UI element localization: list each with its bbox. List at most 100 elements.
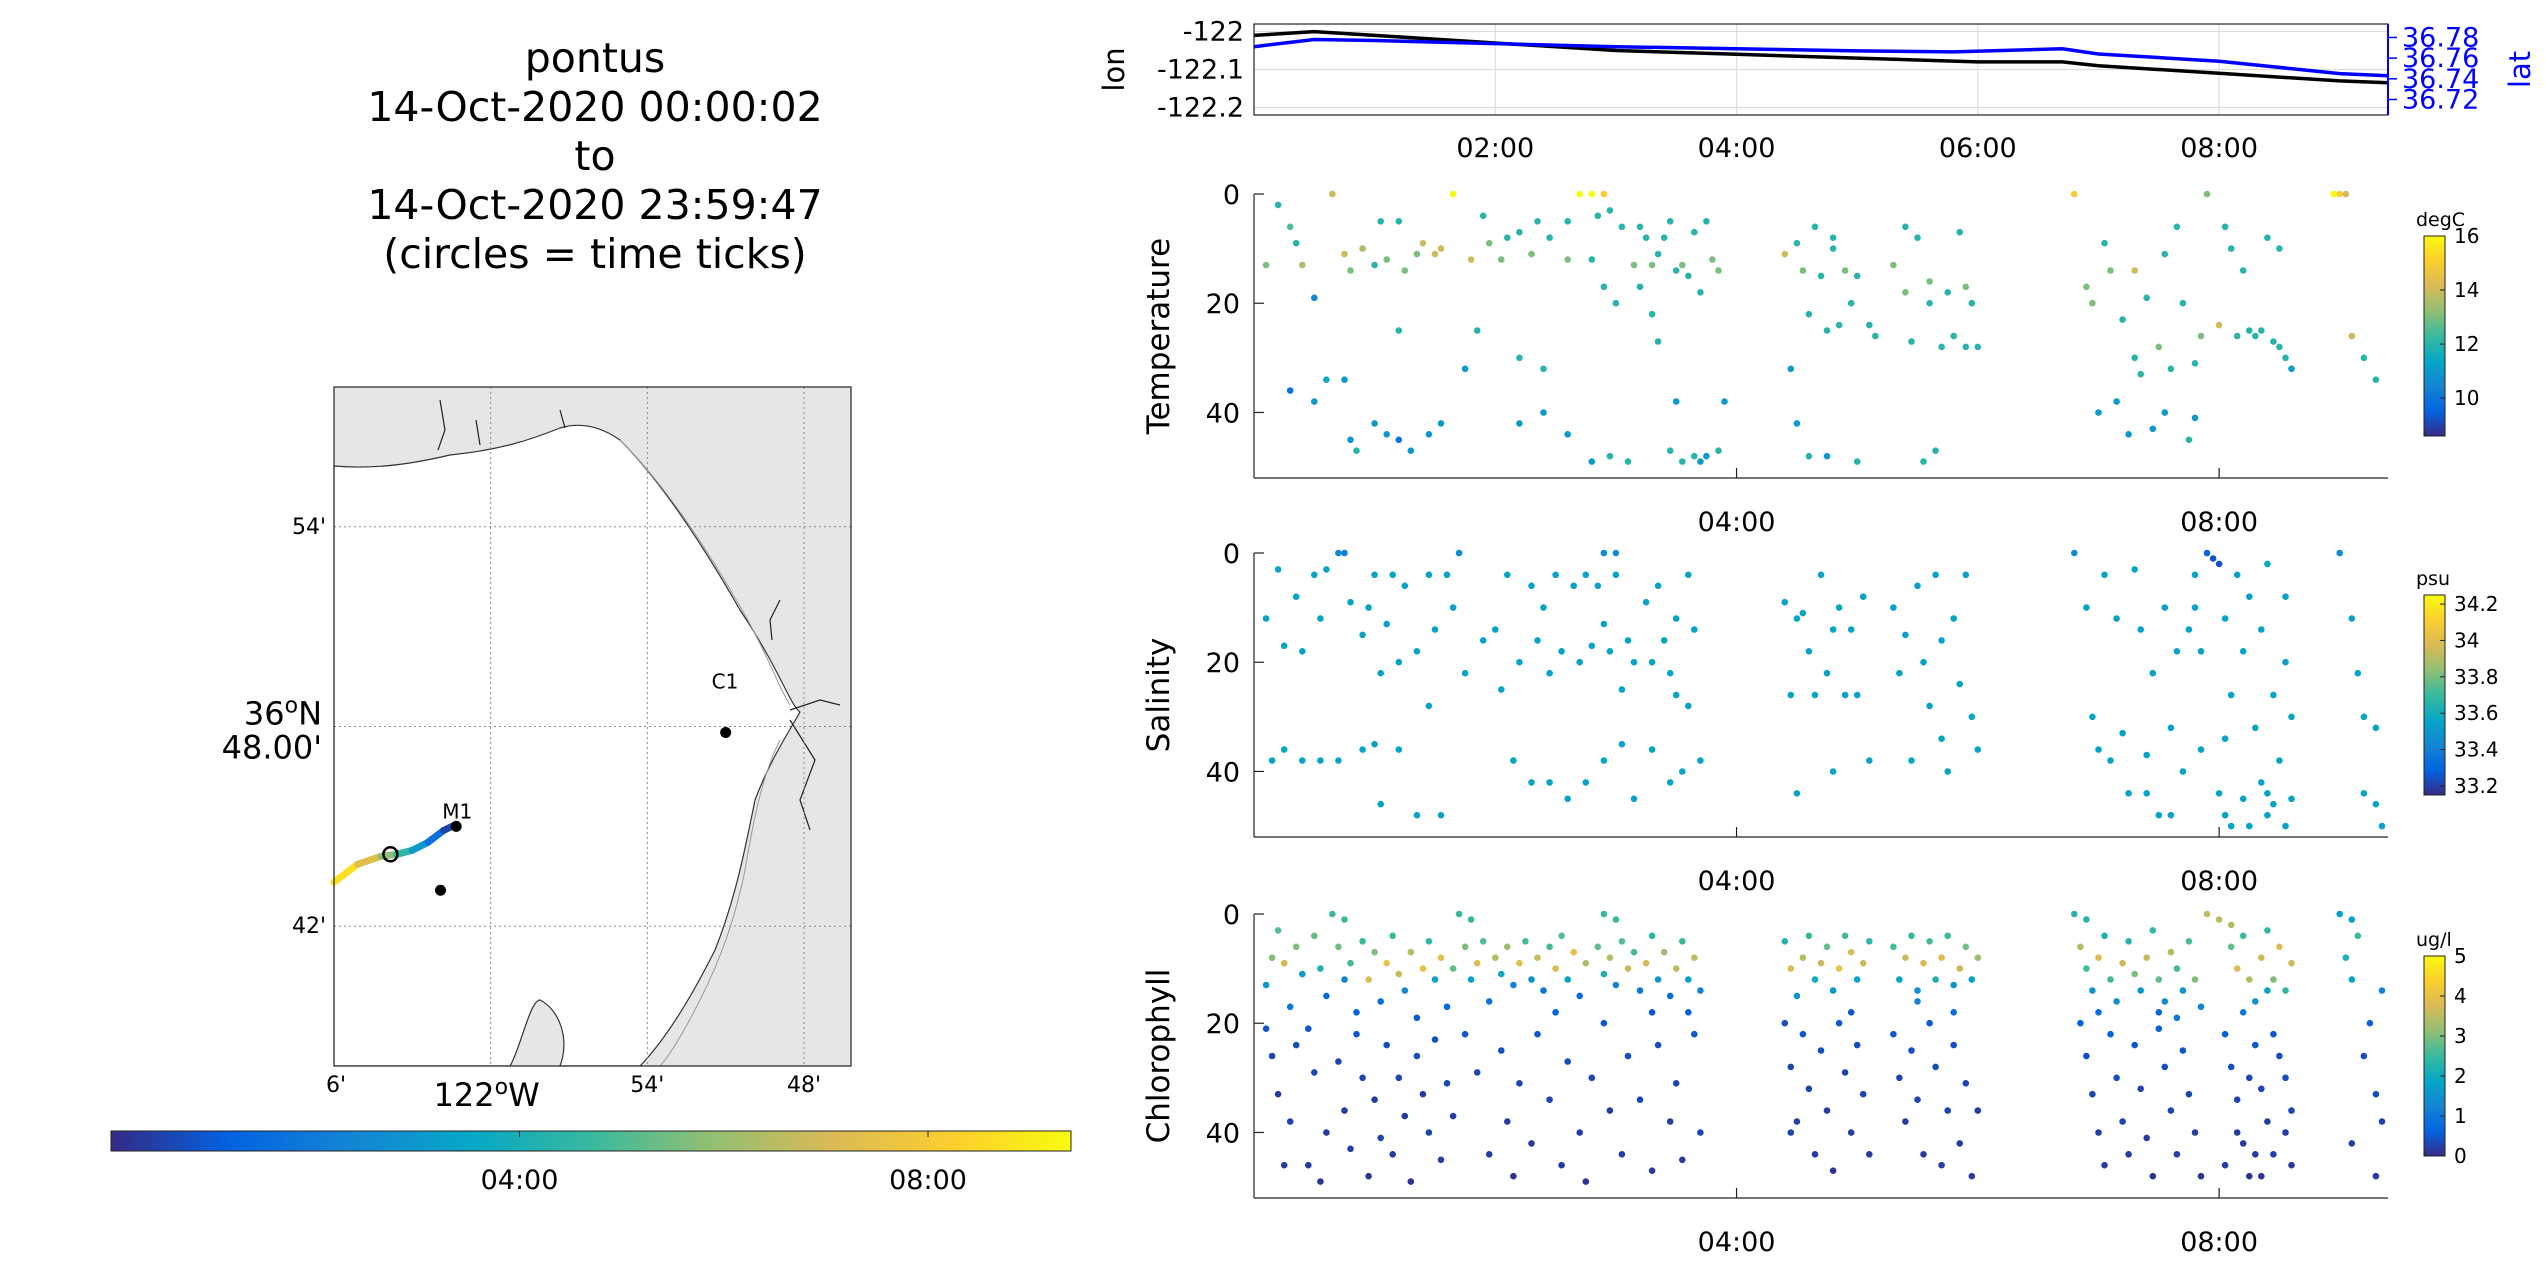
chlorophyll-axis-label: Chlorophyll [1141, 969, 1177, 1144]
chlorophyll-point [1660, 948, 1668, 956]
temperature-point [1648, 310, 1656, 318]
temperature-point [1660, 234, 1668, 241]
salinity-point [1896, 669, 1903, 677]
salinity-point [1697, 757, 1704, 764]
chlorophyll-point [2276, 1052, 2283, 1060]
temperature-point [1709, 256, 1716, 263]
title-start-time: 14-Oct-2020 00:00:02 [367, 83, 823, 131]
temperature-point [1588, 256, 1596, 263]
temperature-point [2197, 332, 2205, 340]
salinity-point [1546, 779, 1553, 786]
chlorophyll-point [2288, 1107, 2295, 1114]
salinity-point [2125, 790, 2132, 797]
chlorophyll-point [1504, 943, 1511, 951]
chlorophyll-point [2095, 1129, 2102, 1136]
station-marker [720, 726, 732, 738]
temperature-ytick-label: 20 [1206, 289, 1240, 320]
chlorophyll-point [1365, 1172, 1372, 1180]
chlorophyll-point [1317, 1178, 1324, 1185]
chlorophyll-point [1606, 954, 1614, 961]
temperature-point [1823, 327, 1831, 334]
temperature-xtick-label: 04:00 [1698, 507, 1776, 538]
chlorophyll-ytick-label: 40 [1206, 1118, 1240, 1149]
colorbar-tick-label: 08:00 [889, 1165, 967, 1196]
chlorophyll-point [2179, 1047, 2187, 1054]
chlorophyll-point [1528, 976, 1535, 983]
salinity-point [2161, 604, 2169, 611]
temperature-colorbar-tick-label: 14 [2454, 278, 2479, 302]
chlorophyll-point [1956, 1140, 1963, 1147]
chlorophyll-point [1594, 943, 1602, 951]
chlorophyll-chart: 0 20 40 04:00 08:00 Chlorophyll ug/l5 4 3 2 1 0 [1141, 900, 2467, 1258]
chlorophyll-point [1341, 976, 1348, 983]
salinity-point [1932, 571, 1939, 579]
salinity-point [2354, 669, 2362, 677]
salinity-point [1510, 757, 1517, 764]
chlorophyll-point [1425, 938, 1433, 945]
salinity-point [1582, 571, 1590, 579]
chlorophyll-point [1431, 1036, 1439, 1043]
salinity-point [2227, 691, 2235, 699]
chlorophyll-point [1498, 970, 1505, 978]
salinity-point [1847, 626, 1855, 633]
salinity-colorbar-tick-label: 34 [2454, 628, 2479, 652]
chlorophyll-point [1570, 948, 1577, 956]
map-ytick-label-main: 36oN [244, 694, 322, 733]
chlorophyll-point [2270, 976, 2277, 983]
chlorophyll-point [1582, 1178, 1590, 1185]
temperature-point [2372, 376, 2380, 384]
chlorophyll-point [2089, 1090, 2096, 1098]
salinity-point [1805, 648, 1813, 655]
chlorophyll-point [1564, 976, 1571, 983]
chlorophyll-point [1449, 965, 1457, 972]
salinity-xtick-label: 08:00 [2180, 866, 2258, 897]
salinity-point [1920, 658, 1927, 666]
temperature-point [1437, 420, 1445, 427]
chlorophyll-point [1932, 1063, 1939, 1071]
salinity-point [1660, 637, 1668, 644]
salinity-point [1799, 609, 1807, 617]
temperature-point [1890, 261, 1897, 269]
salinity-point [2167, 724, 2175, 732]
temperature-point [1516, 354, 1523, 362]
chlorophyll-point [1823, 1107, 1831, 1114]
station-markers: M1 C1 [435, 669, 738, 896]
chlorophyll-point [1425, 1129, 1433, 1136]
chlorophyll-point [1618, 938, 1626, 945]
temperature-point [2282, 354, 2289, 362]
chlorophyll-point [2155, 1009, 2163, 1016]
chlorophyll-point [1666, 1118, 1674, 1125]
temperature-point [1866, 321, 1873, 329]
lat-tick-label: 36.76 [2402, 43, 2479, 74]
salinity-point [1787, 691, 1795, 699]
salinity-point [2101, 571, 2108, 579]
chlorophyll-point [1383, 959, 1390, 967]
temperature-point [2155, 343, 2163, 351]
temperature-point [1371, 261, 1378, 269]
salinity-point [1552, 571, 1559, 579]
temperature-point [1594, 212, 1602, 220]
temperature-point [1292, 239, 1300, 247]
temperature-point [1835, 321, 1843, 329]
chlorophyll-point [2113, 1074, 2120, 1082]
chlorophyll-point [1847, 1129, 1855, 1136]
salinity-point [1449, 604, 1457, 611]
salinity-point [2191, 571, 2199, 579]
salinity-point [1654, 582, 1662, 590]
chlorophyll-point [1793, 992, 1801, 1000]
temperature-point [2227, 245, 2235, 252]
chlorophyll-point [1793, 1118, 1801, 1125]
chlorophyll-point [1274, 1090, 1282, 1098]
salinity-point [2119, 729, 2126, 737]
salinity-ytick-label: 20 [1206, 648, 1240, 679]
chlorophyll-point [2083, 965, 2090, 972]
temperature-point [1359, 245, 1366, 252]
chlorophyll-point [1636, 987, 1644, 994]
salinity-point [1630, 658, 1638, 666]
temperature-point [1805, 310, 1813, 318]
salinity-point [1672, 691, 1680, 699]
chlorophyll-point [1600, 910, 1608, 918]
temperature-point [1926, 278, 1933, 285]
salinity-point [1890, 604, 1897, 611]
temperature-point [2270, 338, 2277, 345]
